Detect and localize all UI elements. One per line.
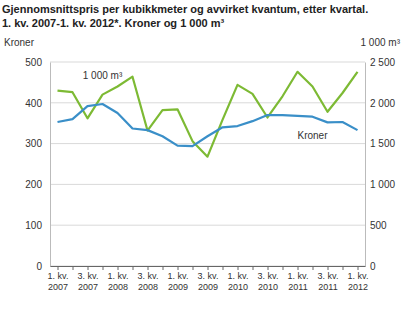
y-tick: 0 [36, 261, 50, 272]
x-tick [313, 266, 314, 270]
x-tick-label: 1. kv.2007 [48, 271, 69, 291]
x-tick [193, 266, 194, 270]
x-tick [163, 266, 164, 270]
x-tick-mark [73, 266, 74, 270]
y2-tick: 2 500 [365, 57, 395, 68]
x-tick-mark [193, 266, 194, 270]
x-tick-mark [238, 266, 239, 270]
x-tick-mark [103, 266, 104, 270]
x-tick-mark [58, 266, 59, 270]
grid-line [50, 184, 365, 185]
x-tick [283, 266, 284, 270]
x-tick-label: 1. kv.2009 [168, 271, 189, 291]
x-tick: 3. kv.2007 [78, 266, 99, 292]
x-tick [343, 266, 344, 270]
title: 1. kv. 2007-1. kv. 2012*. Kroner og 1 00… [2, 17, 224, 29]
x-tick-label: 1. kv.2012 [348, 271, 369, 291]
x-tick-label: 3. kv.2010 [258, 271, 279, 291]
x-tick: 3. kv.2009 [198, 266, 219, 292]
y2-tick-label: 500 [370, 220, 387, 231]
x-tick [253, 266, 254, 270]
y2-tick: 500 [365, 220, 387, 231]
x-tick-mark [148, 266, 149, 270]
x-tick-label: 1. kv.2011 [288, 271, 309, 291]
series-line [58, 72, 358, 157]
grid [50, 62, 365, 266]
x-tick-mark [358, 266, 359, 270]
x-tick: 1. kv.2011 [288, 266, 309, 292]
x-tick-mark [298, 266, 299, 270]
y-axis: 0 100 200 300 400 500 [25, 57, 50, 272]
y-axis-title: Kroner [4, 37, 35, 48]
y-tick: 400 [25, 98, 50, 109]
x-tick-label: 3. kv.2008 [138, 271, 159, 291]
y-tick-label: 200 [25, 179, 42, 190]
y2-axis-title: 1 000 m³ [361, 37, 401, 48]
series-label: 1 000 m³ [83, 70, 123, 81]
y-tick-label: 0 [36, 261, 42, 272]
x-tick-label: 3. kv.2011 [318, 271, 339, 291]
y-tick: 300 [25, 138, 50, 149]
y-tick-label: 300 [25, 138, 42, 149]
grid-line [50, 225, 365, 226]
x-tick-mark [163, 266, 164, 270]
x-tick: 3. kv.2011 [318, 266, 339, 292]
x-tick-mark [178, 266, 179, 270]
y2-axis: 0 500 1 000 1 500 2 000 2 500 [365, 57, 395, 272]
y-tick-label: 500 [25, 57, 42, 68]
x-tick-mark [88, 266, 89, 270]
y-tick-label: 100 [25, 220, 42, 231]
y2-tick-label: 2 000 [370, 98, 395, 109]
x-axis: 1. kv.2007 3. kv.2007 1. kv.2008 3. kv.2008… [48, 266, 369, 292]
y2-tick: 2 000 [365, 98, 395, 109]
grid-line [50, 62, 365, 63]
x-tick: 1. kv.2008 [108, 266, 129, 292]
y2-tick: 1 000 [365, 179, 395, 190]
x-tick-label: 3. kv.2009 [198, 271, 219, 291]
x-tick: 3. kv.2008 [138, 266, 159, 292]
grid-line [50, 143, 365, 144]
y-tick: 200 [25, 179, 50, 190]
x-tick: 1. kv.2007 [48, 266, 69, 292]
x-tick-mark [283, 266, 284, 270]
plot-area [58, 72, 358, 157]
x-tick-mark [208, 266, 209, 270]
x-tick-label: 1. kv.2010 [228, 271, 249, 291]
y2-tick: 1 500 [365, 138, 395, 149]
x-tick-mark [328, 266, 329, 270]
title: Gjennomsnittspris per kubikkmeter og avv… [2, 3, 368, 15]
series-label: Kroner [297, 130, 328, 141]
x-tick [73, 266, 74, 270]
x-tick-mark [133, 266, 134, 270]
series-line [58, 104, 358, 146]
x-tick-label: 3. kv.2007 [78, 271, 99, 291]
x-tick: 1. kv.2010 [228, 266, 249, 292]
y2-tick-label: 0 [370, 261, 376, 272]
x-tick-mark [253, 266, 254, 270]
x-tick-mark [268, 266, 269, 270]
y-tick: 100 [25, 220, 50, 231]
y2-axis-line [365, 63, 366, 267]
x-tick-mark [223, 266, 224, 270]
series-labels: 1 000 m³ Kroner [83, 70, 328, 141]
y2-tick-label: 1 500 [370, 138, 395, 149]
x-tick-mark [343, 266, 344, 270]
y2-tick: 0 [365, 261, 376, 272]
x-tick [133, 266, 134, 270]
y2-tick-label: 2 500 [370, 57, 395, 68]
y-tick: 500 [25, 57, 50, 68]
x-tick: 1. kv.2012 [348, 266, 369, 292]
x-tick-mark [118, 266, 119, 270]
x-tick [103, 266, 104, 270]
y-tick-label: 400 [25, 98, 42, 109]
x-tick-mark [313, 266, 314, 270]
x-tick: 1. kv.2009 [168, 266, 189, 292]
x-tick-label: 1. kv.2008 [108, 271, 129, 291]
x-tick: 3. kv.2010 [258, 266, 279, 292]
y-axis-line [50, 63, 51, 267]
x-tick [223, 266, 224, 270]
y2-tick-label: 1 000 [370, 179, 395, 190]
chart: Gjennomsnittspris per kubikkmeter og avv… [0, 0, 403, 320]
